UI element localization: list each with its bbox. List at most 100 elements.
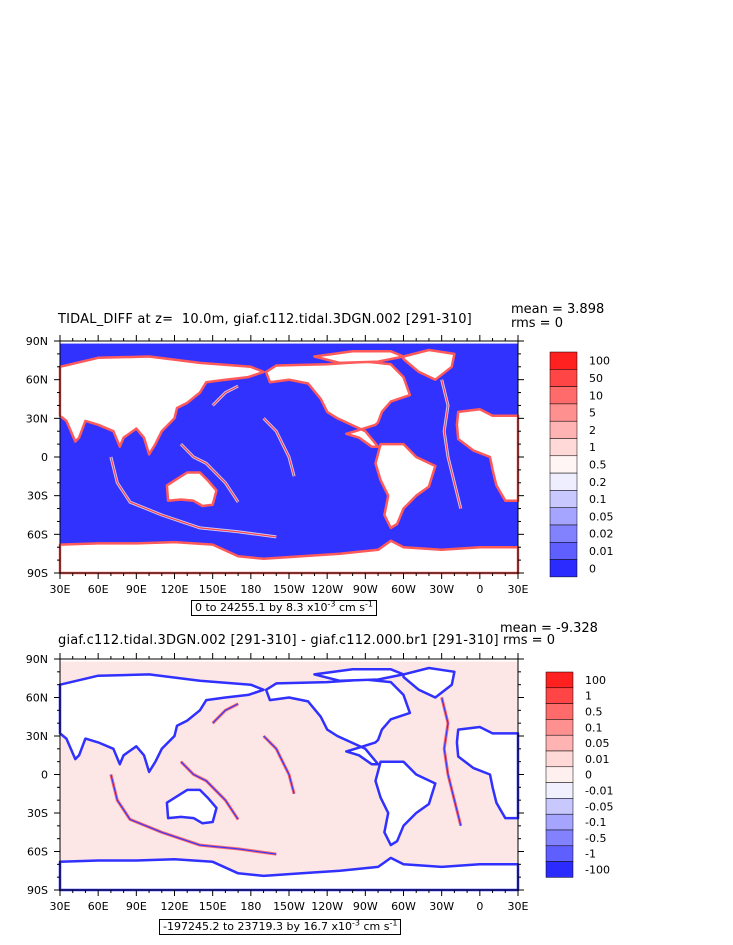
x-tick-label: 120W bbox=[311, 583, 343, 596]
land-africa bbox=[455, 725, 520, 820]
legend-label: 0.2 bbox=[589, 476, 607, 489]
top-map-title: TIDAL_DIFF at z= 10.0m, giaf.c112.tidal.… bbox=[58, 312, 472, 327]
legend-label: -0.05 bbox=[585, 800, 613, 813]
legend-swatch bbox=[545, 671, 574, 689]
land-north-america bbox=[264, 360, 412, 448]
top-range-units-exp: -1 bbox=[365, 599, 373, 609]
x-tick-label: 30W bbox=[429, 900, 454, 913]
x-tick-label: 120E bbox=[161, 583, 189, 596]
legend-label: -0.01 bbox=[585, 785, 613, 798]
ridge-core bbox=[212, 385, 239, 406]
land-eurasia bbox=[58, 673, 265, 774]
legend-swatch bbox=[549, 559, 578, 578]
legend-label: -100 bbox=[585, 864, 610, 877]
ridge-core bbox=[180, 443, 239, 503]
top-range-units: cm s bbox=[335, 601, 365, 614]
legend-label: 2 bbox=[589, 424, 596, 437]
x-tick-label: 180 bbox=[240, 583, 261, 596]
map-content bbox=[58, 661, 520, 892]
legend-swatch bbox=[545, 829, 574, 847]
ridge-core bbox=[263, 735, 295, 794]
ridge-core bbox=[212, 703, 239, 724]
legend-label: 0.5 bbox=[585, 706, 603, 719]
legend-label: 0.5 bbox=[589, 458, 607, 471]
legend-label: 1 bbox=[585, 690, 592, 703]
land-africa bbox=[455, 408, 520, 503]
x-tick-label: 120W bbox=[311, 900, 343, 913]
legend-swatch bbox=[545, 687, 574, 704]
bottom-map-range-note: -197245.2 to 23719.3 by 16.7 x10-3 cm s-… bbox=[159, 918, 402, 935]
y-tick-label: 90N bbox=[26, 335, 48, 348]
bottom-range-exp: -3 bbox=[351, 918, 360, 928]
legend-swatch bbox=[545, 703, 574, 720]
legend-swatch bbox=[545, 845, 574, 862]
bottom-map-title: giaf.c112.tidal.3DGN.002 [291-310] - gia… bbox=[58, 633, 499, 648]
ridge-core bbox=[441, 379, 462, 509]
x-tick-label: 0 bbox=[476, 900, 483, 913]
ridge-core bbox=[263, 417, 295, 477]
y-tick-label: 30N bbox=[26, 730, 48, 743]
legend-label: 5 bbox=[589, 407, 596, 420]
y-tick-label: 30S bbox=[27, 807, 48, 820]
x-tick-label: 180 bbox=[240, 900, 261, 913]
ridge-core bbox=[110, 456, 277, 538]
y-tick-label: 0 bbox=[41, 769, 48, 782]
x-tick-label: 30E bbox=[50, 583, 71, 596]
x-tick-label: 150E bbox=[199, 583, 227, 596]
x-tick-label: 90E bbox=[126, 583, 147, 596]
x-tick-label: 60W bbox=[391, 583, 416, 596]
legend-label: 10 bbox=[589, 389, 603, 402]
top-range-text: 0 to 24255.1 by 8.3 x10 bbox=[195, 601, 328, 614]
legend-swatch bbox=[545, 719, 574, 736]
y-tick-label: 60N bbox=[26, 692, 48, 705]
top-map-plot: 30E 60E 90E 120E 150E 180 150W 120W 90W 60W 30W 0 30… bbox=[26, 335, 614, 596]
legend-swatch bbox=[545, 750, 574, 768]
y-tick-label: 0 bbox=[41, 451, 48, 464]
land-south-america bbox=[374, 760, 437, 847]
legend-label: 0.01 bbox=[585, 753, 610, 766]
land-arctic-land bbox=[313, 668, 405, 683]
x-tick-label: 90E bbox=[126, 900, 147, 913]
legend-label: 1 bbox=[589, 441, 596, 454]
legend-swatch bbox=[545, 798, 574, 815]
land-australia bbox=[165, 788, 218, 825]
land-north-america bbox=[264, 678, 412, 766]
x-tick-label: 30E bbox=[50, 900, 71, 913]
x-tick-label: 30E bbox=[508, 900, 529, 913]
legend-label: 0.05 bbox=[589, 510, 614, 523]
top-map-rms: rms = 0 bbox=[511, 316, 563, 331]
legend-label: 0 bbox=[585, 769, 592, 782]
y-tick-label: 60S bbox=[27, 846, 48, 859]
land-greenland bbox=[402, 348, 456, 381]
y-tick-label: 90N bbox=[26, 653, 48, 666]
legend-label: 50 bbox=[589, 372, 603, 385]
y-tick-label: 60S bbox=[27, 528, 48, 541]
x-tick-label: 30E bbox=[508, 583, 529, 596]
legend-label: 0.1 bbox=[589, 493, 607, 506]
top-map-range-note: 0 to 24255.1 by 8.3 x10-3 cm s-1 bbox=[191, 600, 377, 616]
x-tick-label: 90W bbox=[353, 583, 378, 596]
x-tick-label: 150W bbox=[273, 900, 305, 913]
legend-label: 0.05 bbox=[585, 737, 610, 750]
legend-label: -0.1 bbox=[585, 816, 606, 829]
y-tick-label: 30S bbox=[27, 490, 48, 503]
legend-swatch bbox=[545, 734, 574, 752]
legend-label: -0.5 bbox=[585, 832, 606, 845]
legend-swatch bbox=[545, 782, 574, 799]
legend-label: 100 bbox=[585, 674, 606, 687]
x-tick-label: 150E bbox=[199, 900, 227, 913]
land-south-america bbox=[374, 442, 437, 530]
ridge-core bbox=[441, 697, 462, 826]
land-arctic-land bbox=[313, 350, 405, 365]
y-tick-label: 90S bbox=[27, 567, 48, 580]
legend-label: 0.02 bbox=[589, 528, 614, 541]
legend-swatch bbox=[545, 813, 574, 831]
legend-label: 0.01 bbox=[589, 545, 614, 558]
ridge-core bbox=[180, 761, 239, 820]
x-tick-label: 120E bbox=[161, 900, 189, 913]
y-tick-label: 90S bbox=[27, 884, 48, 897]
legend-swatch bbox=[545, 861, 574, 878]
x-tick-label: 0 bbox=[476, 583, 483, 596]
